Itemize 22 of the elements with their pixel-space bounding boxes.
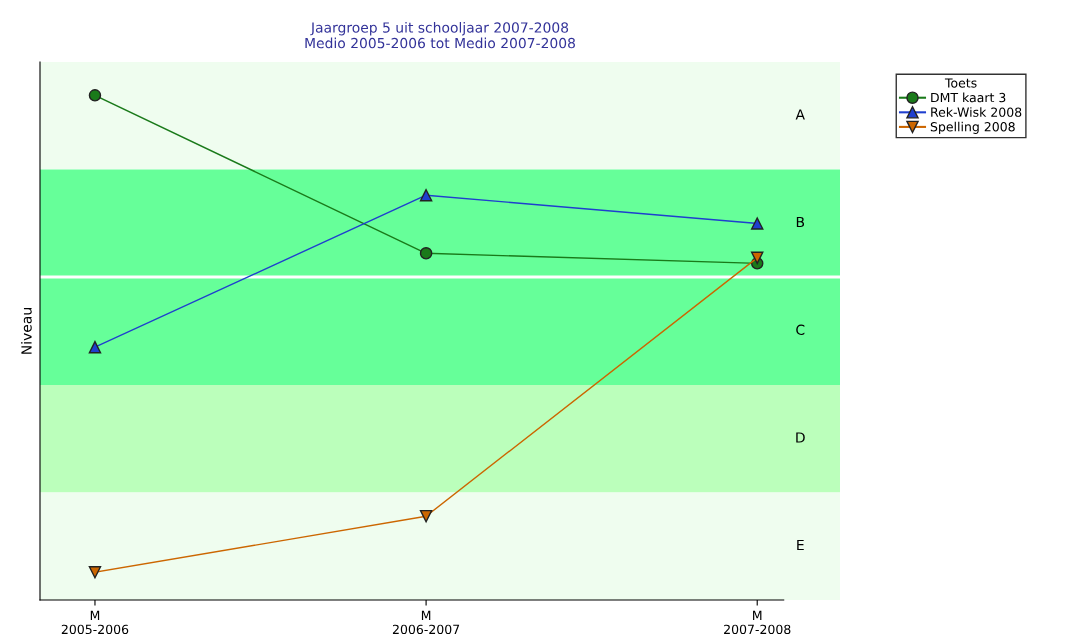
band-label: D [796, 432, 805, 443]
point [88, 565, 102, 579]
x-tick-label: M 2005-2006 [61, 610, 129, 635]
point [419, 509, 433, 523]
band-label: E [797, 539, 804, 551]
band-label: C [796, 324, 805, 336]
point [419, 247, 433, 260]
band-label: A [795, 109, 805, 120]
band-label: B [796, 216, 805, 228]
x-tick-label: M 2007-2008 [724, 610, 791, 635]
chart-title: Jaargroep 5 uit schooljaar 2007-2008 Medio 2005-2006 tot Medio 2007-2008 [305, 22, 575, 49]
point [750, 217, 764, 230]
point [88, 340, 102, 354]
legend-title: Toets [944, 78, 977, 88]
legend-label: Rek-Wisk 2008 [931, 107, 1022, 117]
y-axis-title: Niveau [21, 308, 32, 354]
x-tick-label: M 2006-2007 [392, 610, 460, 635]
point [419, 188, 433, 202]
legend-label: Spelling 2008 [930, 121, 1015, 134]
point [750, 251, 764, 265]
legend-label: DMT kaart 3 [931, 92, 1006, 103]
point [88, 89, 102, 102]
